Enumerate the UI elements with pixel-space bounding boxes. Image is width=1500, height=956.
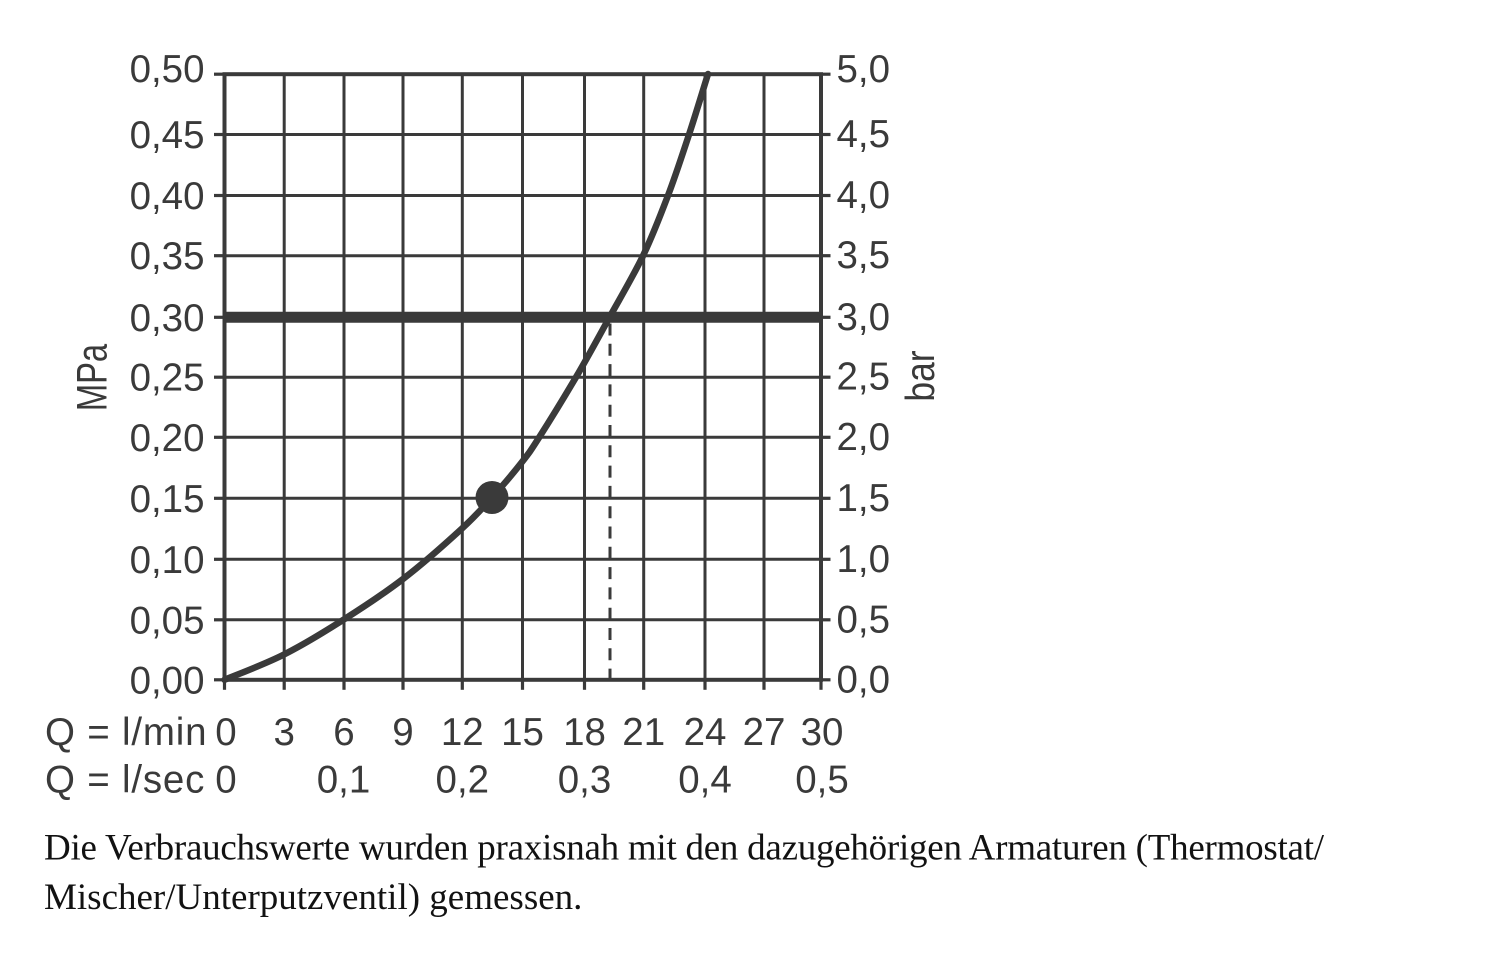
svg-text:0,10: 0,10 xyxy=(130,539,205,582)
svg-text:0,45: 0,45 xyxy=(130,114,205,157)
svg-text:0,50: 0,50 xyxy=(130,48,205,91)
svg-text:0,00: 0,00 xyxy=(130,659,205,702)
svg-text:1,0: 1,0 xyxy=(837,538,891,581)
svg-text:0,0: 0,0 xyxy=(837,658,891,701)
svg-text:0,15: 0,15 xyxy=(130,478,205,521)
svg-text:0: 0 xyxy=(215,711,236,754)
svg-text:0,30: 0,30 xyxy=(130,297,205,340)
svg-text:30: 30 xyxy=(801,711,844,754)
svg-text:9: 9 xyxy=(392,711,413,754)
svg-text:3,0: 3,0 xyxy=(837,296,891,339)
svg-text:4,5: 4,5 xyxy=(837,113,891,156)
svg-text:3: 3 xyxy=(273,711,294,754)
svg-text:0,5: 0,5 xyxy=(795,759,849,802)
svg-text:bar: bar xyxy=(898,350,944,401)
svg-text:15: 15 xyxy=(501,711,544,754)
svg-text:0,40: 0,40 xyxy=(130,175,205,218)
svg-text:Die Verbrauchswerte wurden pra: Die Verbrauchswerte wurden praxisnah mit… xyxy=(44,828,1325,869)
svg-text:0,4: 0,4 xyxy=(678,759,732,802)
svg-text:18: 18 xyxy=(563,711,606,754)
svg-text:MPa: MPa xyxy=(70,343,117,411)
svg-text:27: 27 xyxy=(743,711,786,754)
svg-text:5,0: 5,0 xyxy=(837,48,891,91)
svg-text:0,5: 0,5 xyxy=(837,598,891,641)
svg-text:12: 12 xyxy=(441,711,484,754)
svg-text:0,1: 0,1 xyxy=(317,759,371,802)
svg-text:0,2: 0,2 xyxy=(436,759,490,802)
svg-text:2,5: 2,5 xyxy=(837,356,891,399)
svg-text:Q = l/min: Q = l/min xyxy=(45,711,207,754)
svg-text:6: 6 xyxy=(333,711,354,754)
svg-text:2,0: 2,0 xyxy=(837,416,891,459)
svg-text:21: 21 xyxy=(622,711,665,754)
svg-text:3,5: 3,5 xyxy=(837,234,891,277)
svg-text:1,5: 1,5 xyxy=(837,477,891,520)
svg-text:0: 0 xyxy=(215,759,236,802)
svg-text:Mischer/Unterputzventil) gemes: Mischer/Unterputzventil) gemessen. xyxy=(44,877,582,918)
svg-text:4,0: 4,0 xyxy=(837,174,891,217)
svg-text:0,05: 0,05 xyxy=(130,599,205,642)
svg-text:0,35: 0,35 xyxy=(130,235,205,278)
svg-text:24: 24 xyxy=(684,711,727,754)
svg-text:0,20: 0,20 xyxy=(130,417,205,460)
svg-text:Q = l/sec: Q = l/sec xyxy=(45,759,205,802)
svg-text:0,25: 0,25 xyxy=(130,357,205,400)
svg-text:0,3: 0,3 xyxy=(558,759,612,802)
